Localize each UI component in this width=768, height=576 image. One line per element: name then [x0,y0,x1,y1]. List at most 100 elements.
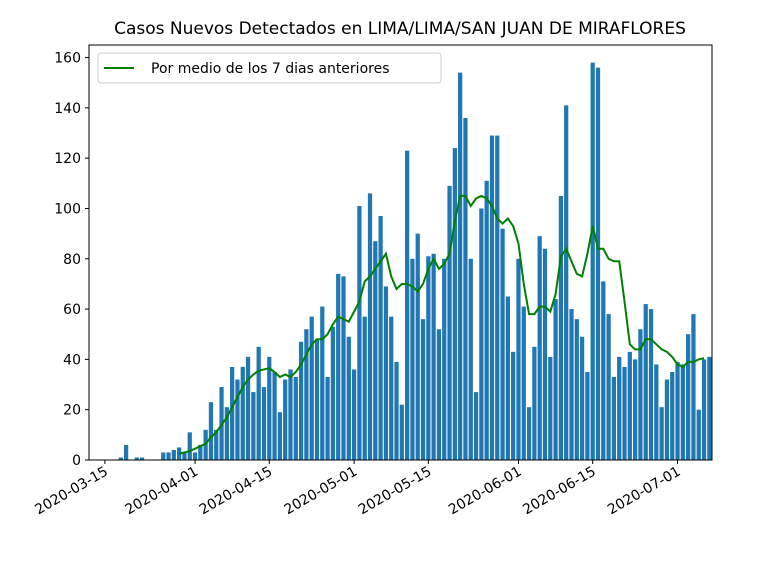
bar [203,429,208,460]
bar [707,356,712,460]
bar [585,371,590,460]
bar [691,314,696,460]
bar [251,392,256,460]
bar [261,387,267,460]
bar [230,366,235,460]
bar [452,148,457,460]
bar [341,276,346,460]
bar [272,371,277,460]
bar [638,329,643,460]
bar [373,241,378,460]
bar [548,356,553,460]
bar [537,236,542,460]
bar [161,452,166,460]
bar [394,361,399,460]
bar [611,377,617,460]
bar [240,366,245,460]
bar [500,228,505,460]
bar [495,135,500,461]
bar [542,248,548,460]
bar [198,444,203,460]
bar [426,256,431,460]
bar [473,392,479,460]
bar [447,185,452,460]
bar [118,457,123,460]
bar [235,379,240,460]
bar [627,351,632,460]
bar [489,135,495,461]
bar [171,449,176,460]
bar [182,452,187,460]
y-tick-label: 20 [63,403,81,419]
bar [187,432,192,460]
y-tick-label: 120 [54,151,81,167]
bar [648,309,654,460]
bar [680,364,685,460]
bar [389,316,394,460]
bar [410,258,415,460]
bar [288,369,293,460]
bar [670,371,675,460]
bar [564,105,569,461]
bar [277,412,282,460]
moving-average-series [178,194,705,455]
bar [664,379,670,460]
bar [208,402,214,460]
bar [320,306,325,460]
y-tick-label: 160 [54,51,81,67]
bar [293,377,298,460]
bar [553,299,558,460]
bar [659,407,664,460]
bar [431,253,436,460]
bar [516,258,521,460]
bar [579,336,585,460]
bar [214,429,219,460]
plot-frame [88,44,713,461]
y-axis: 0 20 40 60 80 100 120 140 160 [54,51,89,469]
bar [617,356,622,460]
bar [436,329,442,460]
chart-title: Casos Nuevos Detectados en LIMA/LIMA/SAN… [114,19,686,39]
bar [399,404,404,460]
bar [654,364,659,460]
bar [574,319,579,460]
bar [304,329,309,460]
legend-label: Por medio de los 7 dias anteriores [151,61,390,77]
y-tick-label: 140 [54,101,81,117]
bar [367,193,373,460]
bar [357,205,362,460]
y-tick-label: 40 [63,352,81,368]
bar [532,346,537,460]
bar [521,306,526,460]
bar [123,444,129,460]
bar [526,407,532,460]
bar [463,117,468,460]
bar [468,258,473,460]
bar [415,233,420,460]
bar [479,208,484,460]
bar [351,369,357,460]
bar [166,452,171,460]
bar [701,359,707,460]
bar [590,62,595,461]
bar [362,316,367,460]
bar [686,334,691,460]
bar [558,195,564,460]
bar [336,273,341,460]
bar [458,72,463,461]
bar [245,356,251,460]
bar [420,319,426,460]
bar [383,286,389,460]
bar [139,457,145,460]
bar [314,339,320,460]
y-tick-label: 60 [63,302,81,318]
bar [675,361,680,460]
bar [378,216,383,460]
bar [256,346,261,460]
bar [643,304,648,460]
bar [346,336,351,460]
bar [633,359,638,460]
bar [484,180,489,460]
bar [309,316,314,460]
